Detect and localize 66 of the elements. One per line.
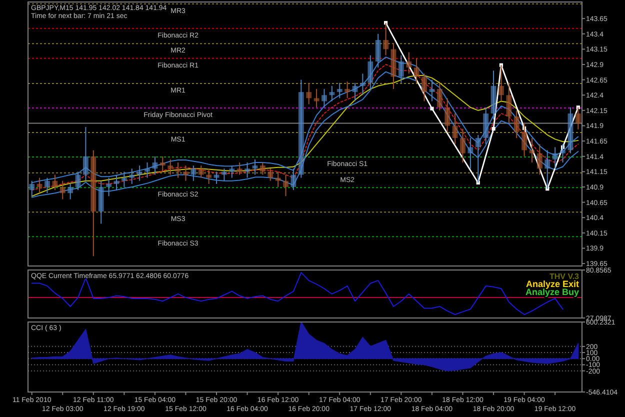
line-series <box>31 272 564 316</box>
candlestick <box>322 88 327 108</box>
candlestick <box>252 158 258 176</box>
candlestick <box>498 64 504 102</box>
candlestick <box>314 88 320 108</box>
candlestick <box>136 165 142 182</box>
annotation: Analyze Buy <box>525 287 579 297</box>
candlestick <box>336 82 342 99</box>
candlestick <box>536 144 542 176</box>
candlestick <box>414 58 420 84</box>
candlestick <box>329 85 335 102</box>
candlestick <box>422 73 427 102</box>
candlestick <box>352 82 358 102</box>
candlestick <box>106 177 112 197</box>
candlestick <box>168 158 174 176</box>
candlestick <box>529 137 535 163</box>
candlestick <box>375 33 381 68</box>
candlestick <box>144 162 150 178</box>
candlestick <box>175 162 181 178</box>
candlestick <box>60 180 66 200</box>
candlestick <box>68 183 74 200</box>
candlestick <box>198 165 204 178</box>
candlestick <box>290 168 296 191</box>
candlestick <box>429 79 435 102</box>
candlestick <box>75 171 81 191</box>
candlestick <box>260 162 266 176</box>
candlestick <box>183 165 188 182</box>
candlestick <box>206 168 212 184</box>
candlestick <box>306 82 312 105</box>
candlestick <box>36 177 42 194</box>
candlestick <box>222 168 227 182</box>
candlestick <box>44 177 50 194</box>
candlestick <box>244 162 250 178</box>
candlestick <box>283 174 288 197</box>
candlestick <box>514 110 520 138</box>
candlestick <box>214 171 220 184</box>
candlestick <box>29 180 35 197</box>
candlestick <box>360 73 366 96</box>
candlestick <box>468 137 474 170</box>
candlestick <box>121 171 127 188</box>
candlestick <box>236 162 242 176</box>
candlestick <box>444 98 450 132</box>
candlestick <box>268 168 274 182</box>
annotation: Analyze Exit <box>526 279 579 289</box>
candlestick <box>344 81 350 99</box>
candlestick <box>436 82 442 111</box>
candlestick <box>406 52 412 74</box>
candlestick <box>552 146 558 170</box>
candlestick <box>114 174 120 191</box>
candlestick <box>152 156 158 176</box>
candlestick <box>452 112 458 145</box>
candlestick <box>275 171 281 188</box>
candlestick <box>398 54 404 84</box>
candlestick <box>160 156 166 172</box>
candlestick <box>129 168 135 184</box>
candlestick <box>83 126 88 182</box>
candlestick <box>506 82 512 124</box>
point <box>430 106 434 110</box>
point <box>492 126 496 131</box>
candlestick <box>460 128 466 163</box>
candlestick <box>190 165 196 182</box>
candlestick <box>368 54 374 90</box>
candlestick <box>544 150 550 190</box>
annotation: THV V.3 <box>550 272 580 281</box>
candlestick <box>52 174 58 191</box>
candlestick <box>229 165 235 178</box>
